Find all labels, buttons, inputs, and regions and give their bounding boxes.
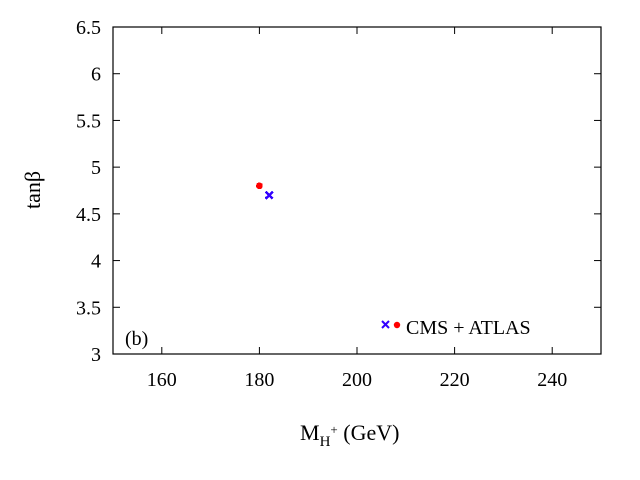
- x-axis-label: MH+ (GeV): [300, 420, 399, 450]
- plot-frame: [112, 26, 602, 355]
- x-axis-label-unit: (GeV): [338, 420, 400, 445]
- y-tick-label: 5.5: [76, 110, 101, 132]
- red-data-point: [256, 182, 263, 189]
- x-tick-label: 200: [342, 369, 372, 391]
- y-axis-label-greek: β: [20, 171, 45, 182]
- legend: CMS + ATLAS: [381, 317, 531, 339]
- y-axis-ticks: 3 3.5 4 4.5 5 5.5 6 6.5: [76, 17, 601, 366]
- x-tick-label: 160: [147, 369, 177, 391]
- x-tick-label: 180: [244, 369, 274, 391]
- y-tick-label: 6: [91, 64, 101, 86]
- y-tick-label: 3: [91, 344, 101, 366]
- y-tick-label: 6.5: [76, 17, 101, 39]
- x-axis-label-sub: H: [320, 434, 331, 450]
- legend-label: CMS + ATLAS: [406, 317, 531, 339]
- blue-points-group: [265, 191, 274, 200]
- legend-marker-red: [393, 321, 401, 329]
- y-axis-label: tanβ: [20, 171, 45, 209]
- panel-label: (b): [125, 328, 148, 350]
- y-axis-label-main: tan: [20, 182, 45, 209]
- x-axis-label-main: M: [300, 420, 320, 445]
- legend-marker-blue: [381, 320, 390, 329]
- y-tick-label: 4: [91, 251, 101, 273]
- x-tick-label: 220: [440, 369, 470, 391]
- x-axis-ticks: 160 180 200 220 240: [147, 27, 567, 391]
- x-tick-label: 240: [537, 369, 567, 391]
- y-tick-label: 3.5: [76, 297, 101, 319]
- y-tick-label: 5: [91, 157, 101, 179]
- red-points-group: [256, 182, 263, 189]
- y-tick-label: 4.5: [76, 204, 101, 226]
- x-axis-label-sup: +: [330, 422, 337, 437]
- blue-data-point: [265, 191, 274, 200]
